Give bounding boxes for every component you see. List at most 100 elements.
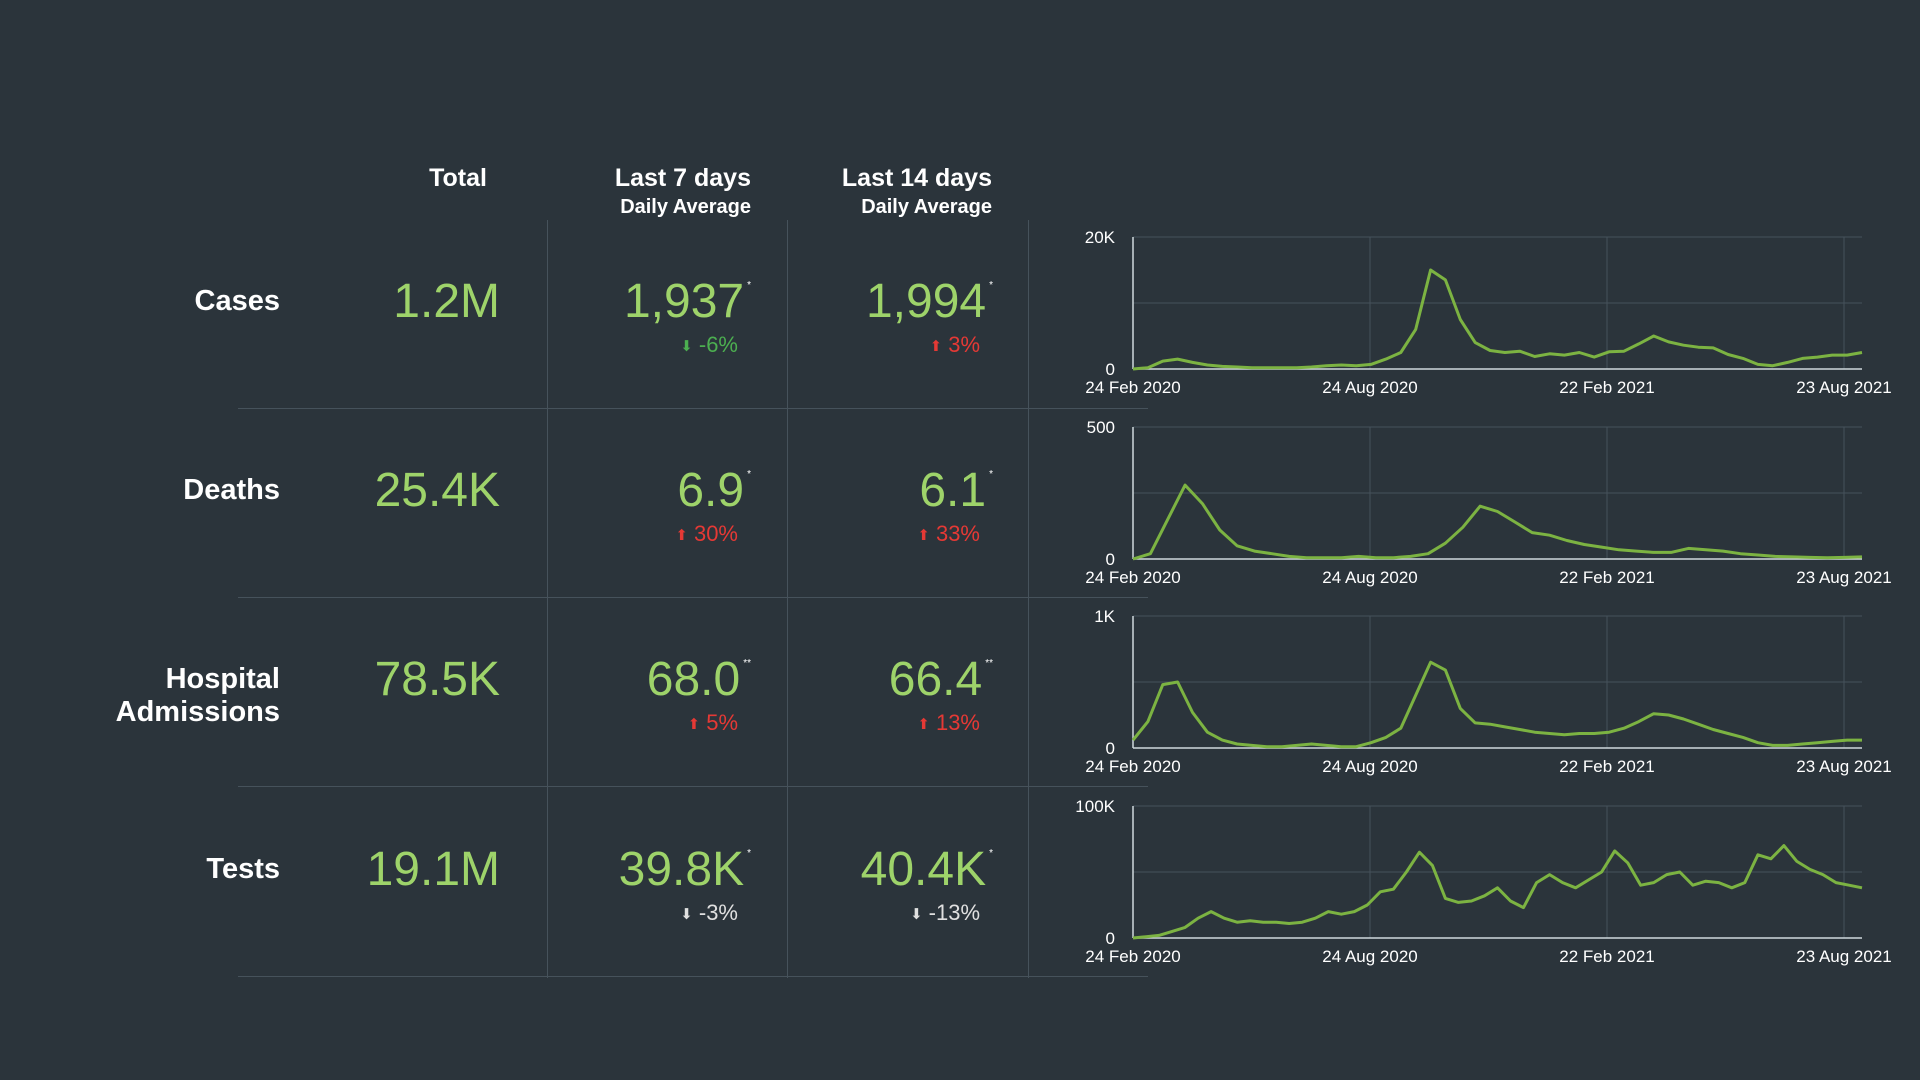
arrow-down-icon: ⬇ — [910, 906, 923, 923]
avg-7-day: 39.8K * — [619, 842, 751, 897]
change-indicator: ⬆ 3% — [930, 332, 980, 358]
change-percent: 33% — [935, 521, 980, 546]
x-tick-label: 22 Feb 2021 — [1559, 947, 1654, 966]
x-tick-label: 24 Aug 2020 — [1322, 947, 1417, 966]
row-divider — [238, 597, 1148, 598]
avg-14-day: 6.1 * — [919, 463, 993, 518]
total-value: 1.2M — [393, 275, 500, 328]
change-indicator: ⬇ -3% — [680, 900, 738, 926]
series-line — [1131, 660, 1862, 749]
footnote-marker: * — [989, 280, 993, 291]
y-tick-label: 0 — [1106, 360, 1115, 379]
average-value: 40.4K — [860, 843, 987, 896]
footnote-marker: ** — [743, 658, 751, 669]
avg-14-day: 40.4K * — [861, 842, 993, 897]
change-indicator: ⬆ 33% — [917, 521, 980, 547]
average-value: 39.8K — [618, 843, 745, 896]
header-last14-sub: Daily Average — [861, 196, 992, 218]
x-tick-label: 23 Aug 2021 — [1796, 378, 1891, 397]
y-tick-label: 1K — [1094, 607, 1115, 626]
total-value: 19.1M — [366, 843, 500, 896]
y-tick-label: 0 — [1106, 929, 1115, 948]
y-tick-label: 500 — [1087, 418, 1115, 437]
row-label: Cases — [194, 285, 280, 317]
arrow-up-icon: ⬆ — [687, 716, 701, 733]
header-last7-sub: Daily Average — [620, 196, 751, 218]
sparkline-chart-deaths: 500 024 Feb 2020 24 Aug 2020 22 Feb 2021 23 … — [1085, 418, 1891, 587]
arrow-up-icon: ⬆ — [917, 527, 930, 544]
average-value: 6.9 — [677, 464, 745, 517]
series-line — [1132, 268, 1863, 371]
change-percent: -3% — [698, 900, 738, 925]
arrow-up-icon: ⬆ — [929, 338, 943, 355]
column-divider — [1028, 220, 1029, 978]
row-label: Hospital Admissions — [115, 663, 280, 728]
series-line — [1132, 844, 1863, 940]
arrow-up-icon: ⬆ — [917, 716, 930, 733]
footnote-marker: * — [989, 469, 993, 480]
x-tick-label: 23 Aug 2021 — [1796, 757, 1891, 776]
row-label: Tests — [206, 853, 280, 885]
x-tick-label: 24 Feb 2020 — [1085, 568, 1180, 587]
y-tick-label: 0 — [1106, 550, 1115, 569]
row-divider — [238, 976, 1148, 977]
average-value: 1,994 — [865, 275, 987, 328]
change-percent: -6% — [698, 332, 738, 357]
arrow-up-icon: ⬆ — [675, 527, 688, 544]
series-line — [1132, 483, 1863, 561]
avg-7-day: 6.9 * — [677, 463, 751, 518]
row-divider — [238, 408, 1148, 409]
x-tick-label: 24 Feb 2020 — [1085, 947, 1180, 966]
x-tick-label: 22 Feb 2021 — [1559, 568, 1654, 587]
average-value: 66.4 — [888, 653, 983, 706]
change-indicator: ⬇ -13% — [910, 900, 980, 926]
total-value: 78.5K — [374, 653, 500, 706]
x-tick-label: 24 Aug 2020 — [1322, 568, 1417, 587]
x-tick-label: 22 Feb 2021 — [1559, 757, 1654, 776]
avg-14-day: 1,994 * — [866, 274, 993, 329]
x-tick-label: 23 Aug 2021 — [1796, 947, 1891, 966]
footnote-marker: * — [989, 848, 993, 859]
average-value: 68.0 — [646, 653, 741, 706]
change-indicator: ⬇ -6% — [680, 332, 738, 358]
change-indicator: ⬆ 13% — [917, 710, 980, 736]
y-tick-label: 0 — [1106, 739, 1115, 758]
avg-14-day: 66.4 ** — [889, 652, 993, 707]
footnote-marker: * — [747, 848, 751, 859]
avg-7-day: 1,937 * — [624, 274, 751, 329]
total-value: 25.4K — [374, 464, 500, 517]
y-tick-label: 20K — [1085, 228, 1116, 247]
x-tick-label: 23 Aug 2021 — [1796, 568, 1891, 587]
arrow-down-icon: ⬇ — [680, 338, 693, 355]
change-indicator: ⬆ 5% — [688, 710, 738, 736]
average-value: 1,937 — [623, 275, 745, 328]
footnote-marker: * — [747, 280, 751, 291]
sparkline-chart-hospital-admissions: 1K 024 Feb 2020 24 Aug 2020 22 Feb 2021 23 A… — [1085, 607, 1891, 776]
avg-7-day: 68.0 ** — [647, 652, 751, 707]
x-tick-label: 24 Aug 2020 — [1322, 757, 1417, 776]
y-tick-label: 100K — [1075, 797, 1115, 816]
x-tick-label: 24 Feb 2020 — [1085, 757, 1180, 776]
sparkline-chart-tests: 100K 024 Feb 2020 24 Aug 2020 22 Feb 2021 23… — [1075, 797, 1891, 966]
header-total: Total — [429, 164, 487, 192]
change-percent: 3% — [948, 332, 980, 357]
change-percent: 30% — [693, 521, 738, 546]
average-value: 6.1 — [919, 464, 987, 517]
x-tick-label: 22 Feb 2021 — [1559, 378, 1654, 397]
header-last7: Last 7 days — [614, 164, 751, 192]
footnote-marker: ** — [985, 658, 993, 669]
column-divider — [787, 220, 788, 978]
header-last14: Last 14 days — [841, 164, 992, 192]
x-tick-label: 24 Feb 2020 — [1085, 378, 1180, 397]
row-label: Deaths — [183, 474, 280, 506]
change-percent: 13% — [935, 710, 980, 735]
change-indicator: ⬆ 30% — [675, 521, 738, 547]
row-divider — [238, 786, 1148, 787]
arrow-down-icon: ⬇ — [680, 906, 693, 923]
x-tick-label: 24 Aug 2020 — [1322, 378, 1417, 397]
footnote-marker: * — [747, 469, 751, 480]
sparkline-chart-cases: 20K 024 Feb 2020 24 Aug 2020 22 Feb 2021 23 … — [1085, 228, 1892, 397]
change-percent: 5% — [706, 710, 738, 735]
column-divider — [547, 220, 548, 978]
change-percent: -13% — [928, 900, 980, 925]
